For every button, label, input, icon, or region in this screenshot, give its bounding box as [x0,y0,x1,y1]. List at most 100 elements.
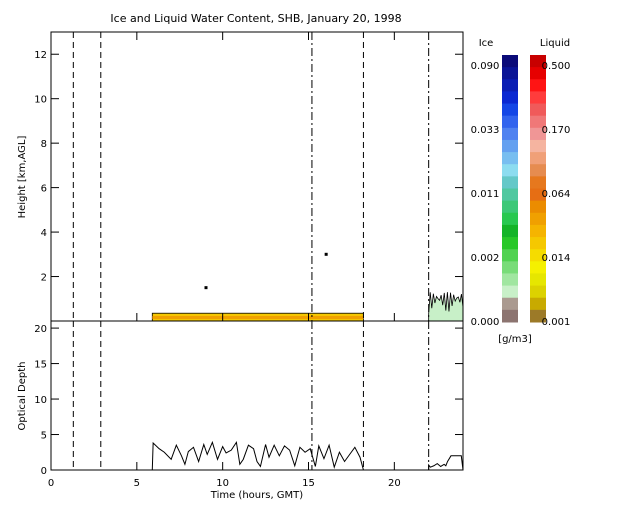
lower-y-tick-label: 20 [34,324,47,335]
colorbar-liquid-swatch [530,212,546,226]
colorbar-ice-swatch [502,67,518,80]
colorbar-liquid-tick-label: 0.001 [542,317,571,328]
colorbar-liquid-swatch [530,273,546,287]
colorbar-ice-swatch [502,224,518,238]
isolated-returns [204,252,328,290]
colorbar-liquid-swatch [530,176,546,189]
water-content-panel: 2 4 6 8 10 12 Height [km,AGL] [17,31,464,322]
colorbar-ice-swatch [502,273,518,287]
x-tick-label: 20 [388,478,401,489]
colorbar-ice-swatch [502,91,518,105]
cloud-layer-mixed [428,292,464,322]
upper-y-axis-label: Height [km,AGL] [17,136,28,219]
colorbar-ice-swatch [502,139,518,153]
colorbar-liquid-swatch [530,200,546,214]
colorbar-ice-swatch [502,212,518,226]
colorbar-ice-ticks: 0.090 0.033 0.011 0.002 0.000 [471,61,500,328]
colorbar-liquid-swatch [530,91,546,105]
cloud-layer-liquid-core [152,315,364,320]
colorbar-liquid-swatch [530,261,546,274]
colorbar-liquid-tick-label: 0.500 [542,61,571,72]
upper-y-tick-label: 10 [34,95,47,106]
colorbar-liquid-swatch [530,309,546,323]
colorbar-ice-strip [502,55,518,323]
optical-depth-panel: 0 5 10 15 20 0 5 10 15 20 Optical Depth Time (ho… [17,320,464,501]
lower-dashed-markers [72,321,430,470]
x-tick-label: 5 [134,478,140,489]
lower-y-tick-label: 0 [41,466,47,477]
upper-y-tick-label: 4 [41,228,47,239]
upper-plot-frame [50,31,464,322]
colorbar-ice-swatch [502,55,518,68]
colorbar-liquid-swatch [530,297,546,311]
colorbar-ice-swatch [502,152,518,165]
colorbar-liquid-swatch [530,67,546,80]
upper-dashed-markers [72,32,430,321]
colorbar: Ice Liquid 0.090 0.033 0.011 0.002 0.000 0.5… [471,38,571,345]
colorbar-liquid-swatch [530,79,546,92]
colorbar-ice-tick-label: 0.090 [471,61,500,72]
colorbar-ice-swatch [502,249,518,262]
x-tick-label: 10 [216,478,229,489]
colorbar-ice-swatch [502,200,518,214]
colorbar-ice-swatch [502,103,518,117]
optical-depth-series [151,440,464,471]
isolated-return [204,286,208,290]
lower-y-tick-label: 5 [41,431,47,442]
colorbar-liquid-swatch [530,127,546,141]
lower-y-axis-label: Optical Depth [17,362,28,431]
optical-depth-line [428,455,464,471]
colorbar-liquid-swatch [530,152,546,165]
colorbar-units: [g/m3] [498,334,532,345]
colorbar-liquid-ticks: 0.500 0.170 0.064 0.014 0.001 [542,61,571,328]
x-tick-label: 0 [48,478,54,489]
colorbar-liquid-tick-label: 0.170 [542,125,571,136]
optical-depth-line [151,440,364,471]
colorbar-liquid-tick-label: 0.064 [542,189,571,200]
chart-title: Ice and Liquid Water Content, SHB, Janua… [110,12,401,25]
colorbar-ice-tick-label: 0.011 [471,189,500,200]
colorbar-ice-swatch [502,261,518,274]
colorbar-liquid-swatch [530,237,546,250]
colorbar-ice-tick-label: 0.000 [471,317,500,328]
colorbar-liquid-swatch [530,103,546,117]
colorbar-liquid-swatch [530,285,546,299]
lower-y-tick-label: 15 [34,360,47,371]
lower-y-tick-label: 10 [34,395,47,406]
upper-y-axis: 2 4 6 8 10 12 [34,50,463,284]
upper-y-tick-label: 8 [41,139,47,150]
lower-y-axis: 0 5 10 15 20 [34,324,463,477]
isolated-return [324,252,328,256]
colorbar-ice-swatch [502,79,518,92]
x-tick-label: 15 [302,478,315,489]
colorbar-ice-swatch [502,164,518,177]
colorbar-liquid-tick-label: 0.014 [542,253,571,264]
colorbar-liquid-swatch [530,115,546,129]
lower-x-axis: 0 5 10 15 20 [48,462,401,489]
colorbar-ice-swatch [502,127,518,141]
colorbar-ice-swatch [502,285,518,299]
upper-x-ticks [50,32,395,321]
colorbar-liquid-swatch [530,188,546,202]
upper-y-tick-label: 2 [41,273,47,284]
x-axis-label: Time (hours, GMT) [210,490,304,501]
colorbar-ice-swatch [502,297,518,311]
cloud-layers [151,292,464,322]
colorbar-ice-swatch [502,188,518,202]
colorbar-liquid-strip [530,55,546,323]
colorbar-liquid-swatch [530,249,546,262]
colorbar-ice-tick-label: 0.002 [471,253,500,264]
colorbar-liquid-swatch [530,139,546,153]
colorbar-ice-swatch [502,176,518,189]
lower-plot-frame [50,320,464,471]
colorbar-ice-label: Ice [479,38,494,49]
colorbar-liquid-swatch [530,164,546,177]
upper-y-tick-label: 6 [41,184,47,195]
colorbar-liquid-swatch [530,55,546,68]
colorbar-liquid-label: Liquid [540,38,570,49]
colorbar-ice-swatch [502,115,518,129]
colorbar-liquid-swatch [530,224,546,238]
colorbar-ice-swatch [502,237,518,250]
colorbar-ice-tick-label: 0.033 [471,125,500,136]
